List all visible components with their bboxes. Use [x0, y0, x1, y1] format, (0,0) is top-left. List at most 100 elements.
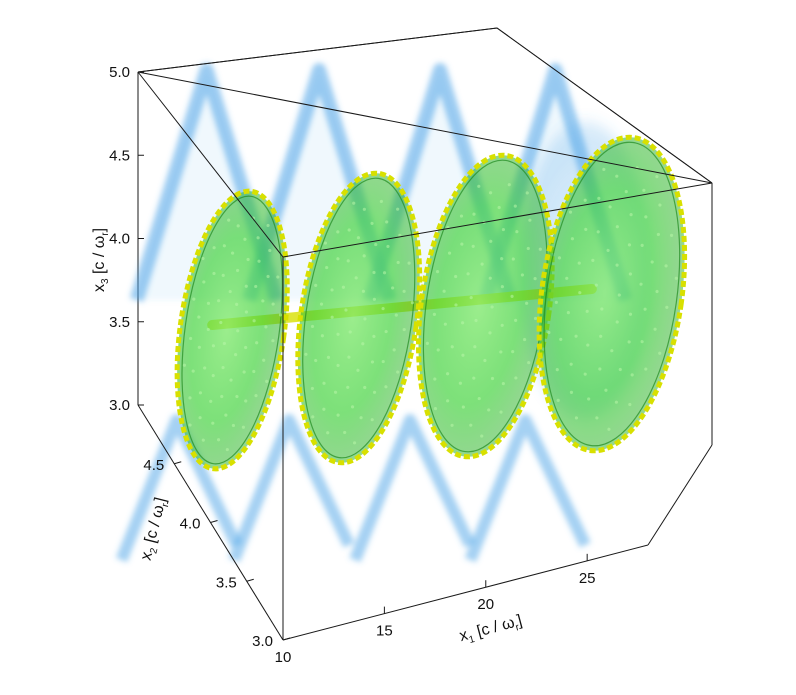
helix-speckle: [222, 341, 227, 346]
x3-tick-label: 4.5: [109, 147, 130, 164]
helix-speckle: [474, 318, 478, 323]
helix-speckle: [356, 236, 361, 240]
helix-speckle: [499, 350, 503, 354]
helix-speckle: [235, 302, 239, 306]
helix-speckle: [236, 329, 240, 333]
helix-speckle: [227, 218, 231, 222]
helix-speckle: [586, 343, 590, 347]
helix-speckle: [501, 381, 505, 386]
x2-tick-label: 3.0: [252, 633, 273, 650]
helix-speckle: [229, 378, 233, 382]
helix-speckle: [325, 265, 329, 270]
helix-speckle: [565, 276, 569, 280]
helix-speckle: [244, 284, 248, 288]
helix-speckle: [361, 289, 366, 293]
helix-speckle: [343, 430, 347, 435]
helix-speckle: [446, 372, 450, 376]
helix-speckle: [314, 283, 318, 287]
helix-speckle: [372, 297, 376, 301]
helix-speckle: [362, 254, 366, 258]
box-top-face: [137, 27, 713, 184]
helix-speckle: [219, 320, 223, 325]
helix-speckle: [615, 174, 619, 178]
helix-speckle: [266, 223, 270, 228]
helix-speckle: [202, 280, 206, 284]
helix-speckle: [350, 405, 355, 409]
helix-speckle: [628, 272, 632, 276]
helix-turn-inner-rim: [181, 195, 283, 465]
helix-speckle: [574, 334, 578, 338]
helix-speckle: [610, 349, 614, 353]
helix-speckle: [665, 305, 669, 309]
helix-speckle: [381, 359, 385, 364]
helix-speckle: [336, 413, 340, 417]
helix-speckle: [600, 307, 604, 311]
helix-speckle: [488, 331, 492, 335]
helix-speckle: [554, 300, 558, 304]
helix-speckle: [228, 289, 232, 294]
helix-speckle: [330, 288, 334, 292]
helix-speckle: [472, 376, 476, 380]
helix-speckle: [391, 286, 395, 290]
helix-speckle: [255, 341, 259, 345]
helix-speckle: [311, 415, 315, 419]
helix-speckle: [656, 232, 660, 237]
helix-speckle: [386, 244, 390, 249]
helix-speckle: [347, 355, 351, 359]
helix-speckle: [333, 390, 338, 394]
x2-tick-mark: [246, 578, 254, 582]
helix-speckle: [363, 317, 367, 321]
helix-speckle: [523, 337, 527, 342]
helix-speckle: [352, 201, 356, 205]
helix-speckle: [394, 313, 398, 317]
helix-speckle: [454, 274, 458, 279]
helix-speckle: [500, 323, 504, 327]
helix-speckle: [447, 251, 452, 255]
helix-speckle: [643, 307, 647, 311]
helix-speckle: [385, 220, 389, 224]
helix-speckle: [461, 405, 465, 409]
helix-speckle: [217, 299, 221, 303]
helix-speckle: [533, 316, 538, 321]
helix-speckle: [584, 227, 588, 232]
helix-speckle: [341, 285, 345, 289]
helix-speckle: [257, 259, 261, 263]
helix-speckle: [642, 188, 646, 192]
box-top-front-edge: [282, 182, 713, 258]
helix-speckle: [216, 438, 221, 442]
helix-speckle: [256, 236, 260, 240]
helix-speckle: [574, 416, 579, 420]
helix-speckle: [511, 257, 515, 261]
helix-speckle: [278, 313, 283, 317]
helix-speckle: [483, 358, 487, 363]
helix-speckle: [361, 342, 365, 346]
box-bottom-front-edge: [282, 544, 649, 641]
helix-speckle: [244, 345, 248, 350]
helix-speckle: [336, 332, 340, 336]
floor-projection-peak: [464, 414, 591, 563]
helix-speckle: [466, 272, 470, 276]
x3-axis: 3.0 3.5 4.0 4.5 5.0: [109, 64, 144, 414]
helix-speckle: [243, 237, 247, 241]
helix-turn-disc: [418, 155, 553, 457]
helix-speckle: [583, 198, 587, 202]
helix-speckle: [628, 312, 633, 316]
helix-speckle: [594, 283, 598, 287]
helix-speckle: [182, 363, 187, 367]
x1-axis-label: x1 [c / ωr]: [458, 612, 525, 648]
helix-speckle: [640, 243, 644, 247]
helix-speckle: [252, 369, 256, 374]
helix-speckle: [230, 251, 235, 255]
helix-speckle: [450, 345, 454, 349]
helix-speckle: [384, 385, 388, 389]
x2-tick-label: 4.5: [143, 457, 164, 474]
helix-speckle: [528, 218, 532, 222]
helix-speckle: [446, 399, 450, 403]
helix-turn: [536, 134, 688, 454]
x3-tick-label: 4.0: [109, 231, 130, 248]
helix-speckle: [608, 205, 612, 209]
helix-speckle: [241, 425, 246, 429]
x2-tick-label: 4.0: [180, 516, 201, 533]
helix-speckle: [198, 391, 203, 395]
helix-speckle: [555, 368, 559, 372]
